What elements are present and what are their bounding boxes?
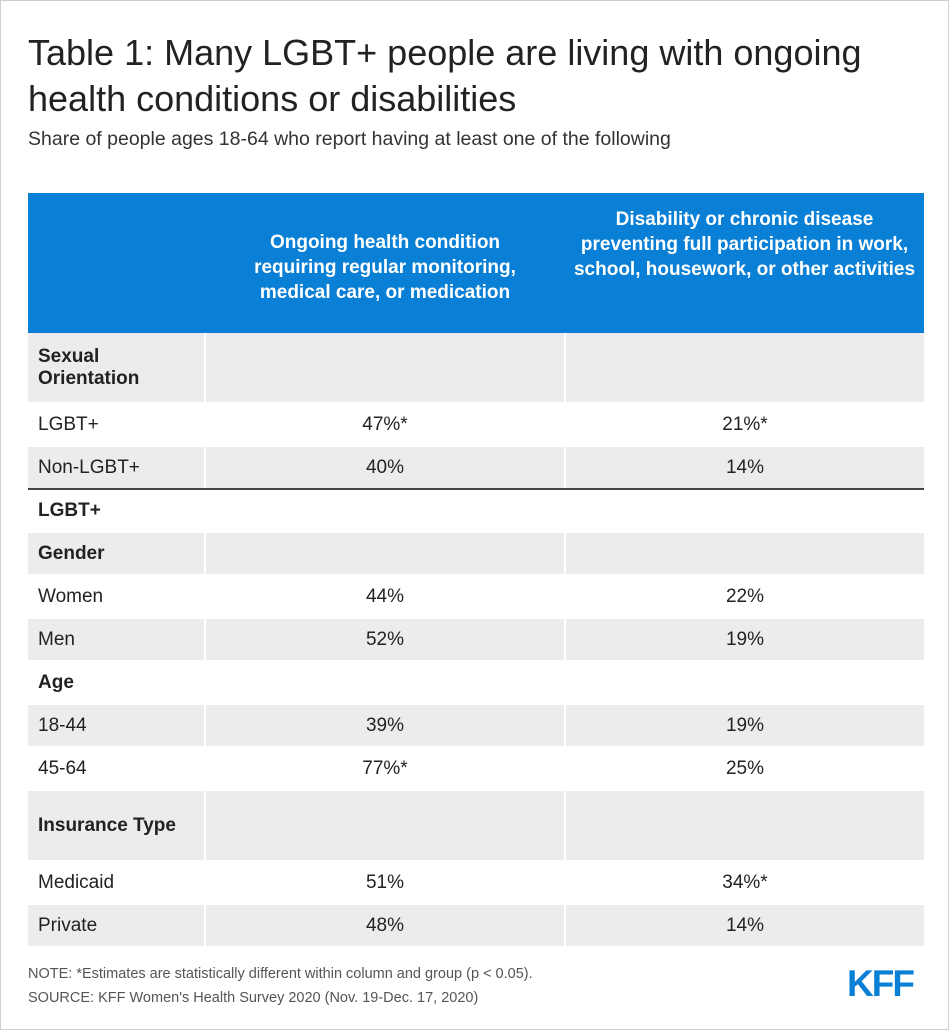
table-cell: 19% bbox=[564, 704, 924, 748]
figure-subtitle: Share of people ages 18-64 who report ha… bbox=[28, 128, 671, 150]
row-label: Private bbox=[28, 904, 205, 948]
table-row: Medicaid 51% 34%* bbox=[28, 861, 924, 905]
table-cell: 34%* bbox=[564, 861, 924, 905]
table-cell: 47%* bbox=[204, 403, 565, 447]
table-cell bbox=[204, 790, 565, 862]
table-cell: 51% bbox=[204, 861, 565, 905]
table-row: Women 44% 22% bbox=[28, 575, 924, 619]
group-label-age: Age bbox=[28, 661, 205, 705]
table-cell: 22% bbox=[564, 575, 924, 619]
table-row: Non-LGBT+ 40% 14% bbox=[28, 446, 924, 490]
table-header-row: Ongoing health condition requiring regul… bbox=[28, 193, 924, 333]
table-cell: 39% bbox=[204, 704, 565, 748]
kff-logo: KFF bbox=[847, 963, 915, 1004]
table-row: Gender bbox=[28, 532, 924, 576]
table-row: Sexual Orientation bbox=[28, 333, 924, 404]
table-row: Private 48% 14% bbox=[28, 904, 924, 948]
table-cell bbox=[204, 333, 565, 404]
table-cell bbox=[204, 661, 565, 705]
group-label-sexual-orientation: Sexual Orientation bbox=[28, 333, 205, 404]
column-header-disability: Disability or chronic disease preventing… bbox=[565, 193, 924, 333]
figure-title: Table 1: Many LGBT+ people are living wi… bbox=[28, 32, 862, 119]
table-row: Age bbox=[28, 661, 924, 705]
group-label-lgbt: LGBT+ bbox=[28, 489, 205, 533]
table-cell bbox=[564, 790, 924, 862]
table-row: Insurance Type bbox=[28, 790, 924, 862]
row-label: Non-LGBT+ bbox=[28, 446, 205, 490]
table-cell bbox=[204, 489, 565, 533]
footnote: NOTE: *Estimates are statistically diffe… bbox=[28, 962, 533, 1010]
table-cell: 44% bbox=[204, 575, 565, 619]
table-cell: 77%* bbox=[204, 747, 565, 791]
table-cell bbox=[564, 333, 924, 404]
table-cell: 19% bbox=[564, 618, 924, 662]
note-text: NOTE: *Estimates are statistically diffe… bbox=[28, 966, 533, 982]
group-label-gender: Gender bbox=[28, 532, 205, 576]
table-cell: 52% bbox=[204, 618, 565, 662]
table-row: LGBT+ 47%* 21%* bbox=[28, 403, 924, 447]
row-label: 18-44 bbox=[28, 704, 205, 748]
table-cell: 25% bbox=[564, 747, 924, 791]
table-cell bbox=[564, 489, 924, 533]
table-cell bbox=[564, 532, 924, 576]
row-label: Medicaid bbox=[28, 861, 205, 905]
group-label-insurance-type: Insurance Type bbox=[28, 790, 205, 862]
column-header-ongoing-condition: Ongoing health condition requiring regul… bbox=[205, 193, 565, 333]
table-cell: 40% bbox=[204, 446, 565, 490]
table-cell bbox=[204, 532, 565, 576]
table-cell bbox=[564, 661, 924, 705]
row-label: 45-64 bbox=[28, 747, 205, 791]
row-label: LGBT+ bbox=[28, 403, 205, 447]
table-row: LGBT+ bbox=[28, 489, 924, 533]
source-text: SOURCE: KFF Women's Health Survey 2020 (… bbox=[28, 990, 479, 1006]
row-label: Men bbox=[28, 618, 205, 662]
table-cell: 14% bbox=[564, 904, 924, 948]
table-row: 18-44 39% 19% bbox=[28, 704, 924, 748]
table-cell: 14% bbox=[564, 446, 924, 490]
table-row: 45-64 77%* 25% bbox=[28, 747, 924, 791]
data-table: Ongoing health condition requiring regul… bbox=[28, 193, 924, 948]
table-cell: 48% bbox=[204, 904, 565, 948]
column-header-blank bbox=[28, 193, 205, 333]
row-label: Women bbox=[28, 575, 205, 619]
table-cell: 21%* bbox=[564, 403, 924, 447]
table-row: Men 52% 19% bbox=[28, 618, 924, 662]
